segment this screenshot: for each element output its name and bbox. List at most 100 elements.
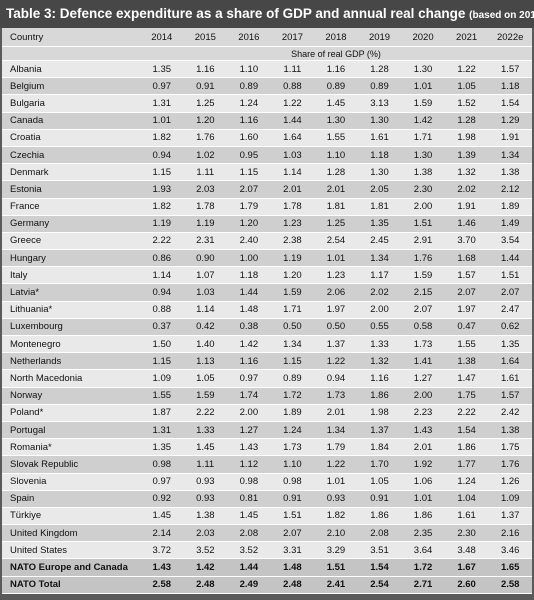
- value-cell: 1.74: [227, 387, 271, 405]
- value-cell: 0.92: [140, 490, 184, 508]
- value-cell: 1.22: [314, 352, 358, 371]
- value-cell: 1.76: [488, 455, 532, 474]
- value-cell: 0.58: [401, 318, 445, 337]
- country-cell: Türkiye: [2, 507, 140, 526]
- value-cell: 1.20: [270, 266, 315, 285]
- country-cell: Norway: [2, 387, 140, 405]
- table-row: Romania* 1.35 1.45 1.43 1.73 1.79 1.84 2.01 1.86…: [2, 438, 532, 457]
- value-cell: 1.15: [140, 352, 184, 371]
- value-cell: 1.10: [227, 60, 271, 79]
- value-cell: 1.05: [444, 77, 489, 96]
- country-cell: United States: [2, 541, 140, 560]
- value-cell: 1.32: [357, 352, 402, 371]
- value-cell: 1.82: [314, 507, 358, 526]
- value-cell: 0.81: [227, 490, 271, 508]
- value-cell: 2.08: [227, 524, 271, 543]
- value-cell: 2.35: [401, 524, 445, 543]
- value-cell: 1.46: [444, 215, 489, 233]
- value-cell: 1.29: [488, 112, 532, 130]
- value-cell: 1.59: [401, 94, 445, 113]
- value-cell: 1.48: [270, 558, 315, 577]
- table-row: Bulgaria 1.31 1.25 1.24 1.22 1.45 3.13 1.59 1.52…: [2, 94, 532, 113]
- value-cell: 1.33: [183, 421, 228, 440]
- value-cell: 1.10: [314, 146, 358, 165]
- value-cell: 1.15: [270, 352, 315, 371]
- value-cell: 1.11: [183, 455, 228, 474]
- country-cell: Slovenia: [2, 473, 140, 491]
- value-cell: 1.30: [401, 60, 445, 79]
- value-cell: 0.89: [227, 77, 271, 96]
- value-cell: 2.91: [401, 232, 445, 251]
- value-cell: 1.77: [444, 455, 489, 474]
- value-cell: 0.97: [227, 369, 271, 388]
- value-cell: 1.38: [444, 352, 489, 371]
- table-row: Poland* 1.87 2.22 2.00 1.89 2.01 1.98 2.23 2.22 2…: [2, 404, 532, 422]
- value-cell: 1.26: [488, 473, 532, 491]
- value-cell: 1.18: [227, 266, 271, 285]
- value-cell: 2.07: [488, 283, 532, 302]
- value-cell: 3.70: [444, 232, 489, 251]
- value-cell: 1.59: [183, 387, 228, 405]
- table-row: Spain 0.92 0.93 0.81 0.91 0.93 0.91 1.01 1.04 1.0…: [2, 490, 532, 508]
- value-cell: 1.73: [401, 335, 445, 354]
- value-cell: 1.20: [227, 215, 271, 233]
- value-cell: 3.29: [314, 541, 358, 560]
- value-cell: 3.52: [183, 541, 228, 560]
- value-cell: 1.52: [444, 94, 489, 113]
- value-cell: 3.13: [357, 94, 402, 113]
- value-cell: 1.61: [357, 129, 402, 147]
- value-cell: 1.43: [227, 438, 271, 457]
- column-header: 2019: [357, 28, 402, 47]
- title-note: (based on 2015 prices): [469, 10, 534, 21]
- value-cell: 1.07: [183, 266, 228, 285]
- value-cell: 2.58: [140, 576, 184, 594]
- value-cell: 2.12: [488, 180, 532, 199]
- country-cell: Romania*: [2, 438, 140, 457]
- country-cell: North Macedonia: [2, 369, 140, 388]
- value-cell: 1.23: [270, 215, 315, 233]
- value-cell: 0.88: [140, 301, 184, 319]
- value-cell: 2.48: [183, 576, 228, 594]
- value-cell: 1.42: [227, 335, 271, 354]
- value-cell: 1.73: [314, 387, 358, 405]
- value-cell: 1.18: [488, 77, 532, 96]
- value-cell: 1.45: [183, 438, 228, 457]
- value-cell: 1.82: [140, 198, 184, 216]
- value-cell: 1.48: [227, 301, 271, 319]
- value-cell: 1.43: [140, 558, 184, 577]
- country-cell: Latvia*: [2, 283, 140, 302]
- value-cell: 2.01: [270, 180, 315, 199]
- value-cell: 1.19: [270, 249, 315, 268]
- header-row: Country 2014 2015 2016 2017 2018 2019 2020 2021 2…: [2, 28, 532, 47]
- country-cell: Hungary: [2, 249, 140, 268]
- country-cell: NATO Europe and Canada: [2, 558, 140, 577]
- value-cell: 2.00: [357, 301, 402, 319]
- value-cell: 1.03: [270, 146, 315, 165]
- value-cell: 1.14: [140, 266, 184, 285]
- value-cell: 1.71: [270, 301, 315, 319]
- value-cell: 1.38: [488, 421, 532, 440]
- value-cell: 0.93: [314, 490, 358, 508]
- value-cell: 1.59: [270, 283, 315, 302]
- value-cell: 1.02: [183, 146, 228, 165]
- value-cell: 2.02: [444, 180, 489, 199]
- value-cell: 1.04: [444, 490, 489, 508]
- column-header: 2014: [140, 28, 184, 47]
- table-row: Lithuania* 0.88 1.14 1.48 1.71 1.97 2.00 2.07 1.…: [2, 301, 532, 319]
- value-cell: 2.41: [314, 576, 358, 594]
- value-cell: 1.60: [227, 129, 271, 147]
- country-cell: Slovak Republic: [2, 455, 140, 474]
- value-cell: 2.23: [401, 404, 445, 422]
- table-row: United States 3.72 3.52 3.52 3.31 3.29 3.51 3.6…: [2, 541, 532, 560]
- value-cell: 0.91: [270, 490, 315, 508]
- value-cell: 1.86: [444, 438, 489, 457]
- value-cell: 1.35: [488, 335, 532, 354]
- value-cell: 1.24: [270, 421, 315, 440]
- country-cell: Bulgaria: [2, 94, 140, 113]
- value-cell: 1.30: [401, 146, 445, 165]
- value-cell: 1.14: [270, 163, 315, 182]
- value-cell: 0.93: [183, 473, 228, 491]
- table-row: NATO Europe and Canada 1.43 1.42 1.44 1.48 1.…: [2, 558, 532, 577]
- value-cell: 1.97: [444, 301, 489, 319]
- value-cell: 1.22: [270, 94, 315, 113]
